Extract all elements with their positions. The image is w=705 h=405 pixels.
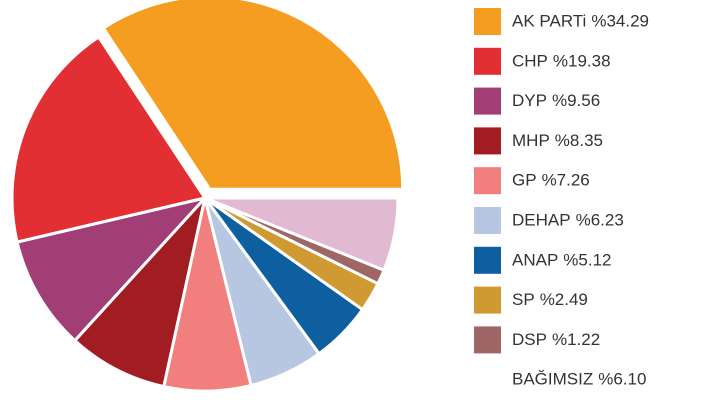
pie-slice <box>101 0 405 191</box>
legend-label: AK PARTi %34.29 <box>512 12 649 31</box>
legend-name: AK PARTi <box>512 12 586 31</box>
legend-swatch <box>474 326 501 354</box>
legend-name: SP <box>512 291 535 310</box>
legend-name: ANAP <box>512 251 558 270</box>
legend-label: DEHAP %6.23 <box>512 211 624 230</box>
legend-label: DSP %1.22 <box>512 330 600 349</box>
legend-name: DSP <box>512 330 547 349</box>
legend-value: %2.49 <box>540 291 588 310</box>
legend-label: DYP %9.56 <box>512 92 600 111</box>
legend-swatch <box>474 246 501 274</box>
legend-label: BAĞIMSIZ %6.10 <box>512 370 646 389</box>
legend-label: SP %2.49 <box>512 291 588 310</box>
pie-slice <box>15 195 210 343</box>
legend-swatch <box>474 286 501 314</box>
legend-swatch <box>474 127 501 155</box>
pie-slice <box>204 196 400 273</box>
legend-label: MHP %8.35 <box>512 131 603 150</box>
legend-name: GP <box>512 171 537 190</box>
legend-swatch <box>474 47 501 75</box>
legend-value: %6.10 <box>598 370 646 389</box>
legend-swatch <box>474 207 501 234</box>
legend-swatch <box>474 167 501 195</box>
legend-label: GP %7.26 <box>512 171 590 190</box>
legend-value: %8.35 <box>555 131 603 150</box>
pie-slice <box>72 192 208 389</box>
legend-name: MHP <box>512 131 550 150</box>
legend-value: %1.22 <box>552 330 600 349</box>
legend-name: DYP <box>512 92 547 111</box>
legend-name: CHP <box>512 52 548 71</box>
legend-value: %9.56 <box>552 92 600 111</box>
legend-label: CHP %19.38 <box>512 52 611 71</box>
legend-value: %19.38 <box>553 52 611 71</box>
legend-name: BAĞIMSIZ <box>512 370 593 389</box>
legend-name: DEHAP <box>512 211 571 230</box>
legend-swatch <box>474 87 501 115</box>
legend-value: %6.23 <box>576 211 624 230</box>
legend-value: %7.26 <box>542 171 590 190</box>
legend-value: %34.29 <box>591 12 649 31</box>
legend-value: %5.12 <box>563 251 611 270</box>
legend-label: ANAP %5.12 <box>512 251 612 270</box>
legend-swatch <box>474 8 501 35</box>
pie-slice <box>10 34 208 244</box>
